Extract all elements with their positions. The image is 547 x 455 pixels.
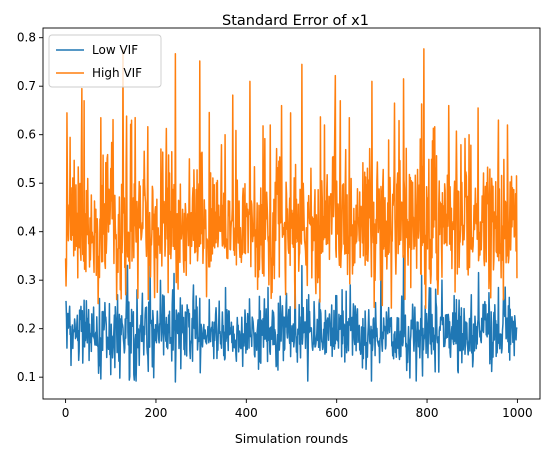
plot-frame: [42, 27, 541, 400]
y-tick-label: 0.6: [17, 128, 36, 142]
chart-title: Standard Error of x1: [222, 13, 369, 29]
y-tick-label: 0.3: [17, 273, 36, 287]
y-tick-label: 0.7: [17, 79, 36, 93]
x-tick-label: 800: [416, 406, 439, 420]
y-tick-label: 0.4: [17, 225, 36, 239]
y-tick-label: 0.2: [17, 322, 36, 336]
legend-label-high-vif: High VIF: [92, 66, 142, 80]
series-line-low-vif: [65, 255, 518, 383]
y-tick-label: 0.8: [17, 31, 36, 45]
x-axis-label: Simulation rounds: [235, 431, 348, 446]
legend-box: [48, 34, 162, 88]
x-tick-label: 0: [62, 406, 70, 420]
y-axis: 0.1 0.2 0.3 0.4 0.5 0.6 0.7 0.8: [17, 31, 43, 384]
y-tick-label: 0.5: [17, 176, 36, 190]
x-tick-label: 1000: [502, 406, 533, 420]
x-tick-label: 400: [235, 406, 258, 420]
x-tick-label: 200: [145, 406, 168, 420]
series-line-high-vif: [64, 48, 518, 310]
plot-lines: [64, 48, 518, 383]
legend: Low VIF High VIF: [48, 34, 162, 88]
x-axis: 0 200 400 600 800 1000: [62, 399, 533, 420]
legend-label-low-vif: Low VIF: [92, 43, 138, 57]
y-tick-label: 0.1: [17, 370, 36, 384]
x-tick-label: 600: [325, 406, 348, 420]
